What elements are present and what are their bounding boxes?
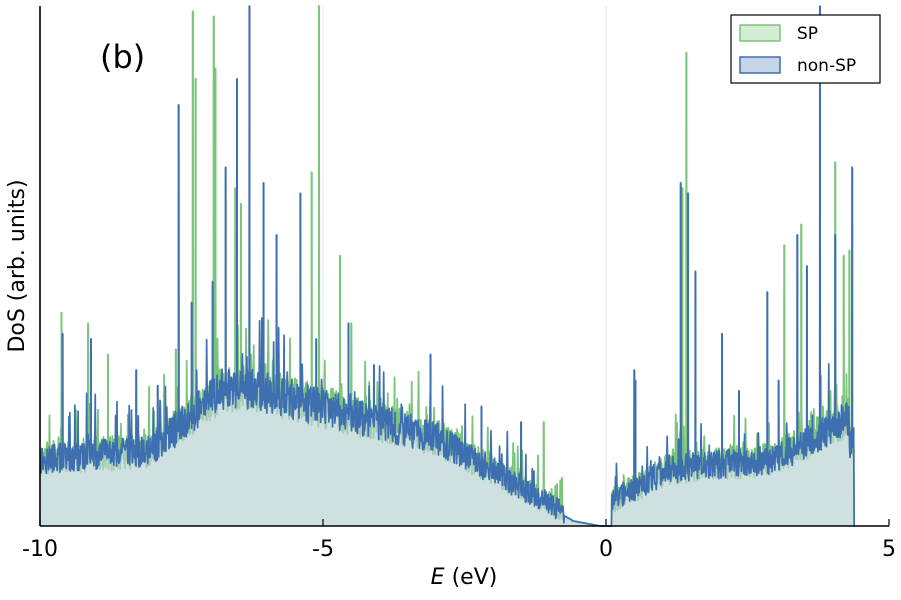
plot-area [39,5,856,527]
legend-label-sp: SP [797,24,818,44]
panel-label: (b) [100,38,145,76]
legend-swatch-sp [739,24,781,42]
y-axis-title: DoS (arb. units) [5,179,30,352]
x-tick-label: -5 [312,537,334,562]
axes-frame [39,6,889,527]
x-tick-label: 0 [599,537,613,562]
x-tick-label: 5 [882,537,896,562]
legend-label-non-sp: non-SP [797,56,856,76]
x-axis-title-unit: (eV) [445,565,498,590]
legend-swatch-non-sp [739,56,781,74]
x-ticks: -10 -5 0 5 [22,519,896,562]
x-axis-title: E (eV) [431,565,498,590]
x-axis-title-symbol: E [431,565,445,590]
x-tick-label: -10 [22,537,58,562]
legend: SP non-SP [730,14,881,84]
series-area-non-sp [40,6,856,526]
